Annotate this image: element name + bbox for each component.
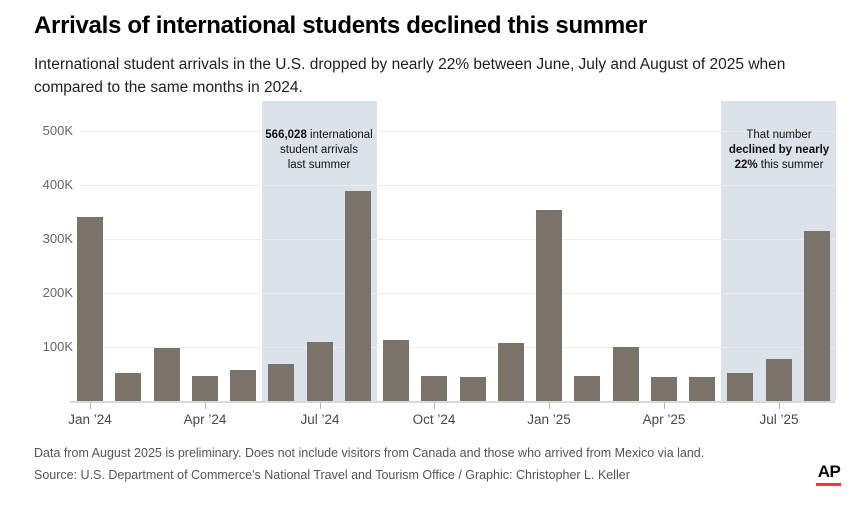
bar-feb-25 xyxy=(574,376,600,401)
bar-feb-24 xyxy=(115,373,141,401)
ap-logo: AP xyxy=(816,462,842,486)
y-axis-label-400K: 400K xyxy=(42,177,73,192)
gridline-100K xyxy=(80,347,835,348)
x-axis-label-18: Jul ’25 xyxy=(759,412,799,427)
subtitle-line-2: compared to the same months in 2024. xyxy=(34,79,303,96)
y-axis-label-500K: 500K xyxy=(42,123,73,138)
bar-dec-24 xyxy=(498,343,524,401)
bar-jun-24 xyxy=(268,364,294,401)
annotation-summer-2024: 566,028 international student arrivals l… xyxy=(254,128,384,173)
x-axis-label-12: Jan ’25 xyxy=(527,412,571,427)
source-credit: Source: U.S. Department of Commerce's Na… xyxy=(34,468,630,482)
bar-aug-25 xyxy=(804,231,830,401)
x-axis-tick-12 xyxy=(549,402,550,409)
x-axis-line xyxy=(70,401,835,403)
subtitle-line-1: International student arrivals in the U.… xyxy=(34,56,786,73)
y-axis-label-100K: 100K xyxy=(42,339,73,354)
bar-jul-25 xyxy=(766,359,792,401)
x-axis-tick-9 xyxy=(434,402,435,409)
bar-jan-24 xyxy=(77,217,103,401)
annotation-summer-2024-line2: student arrivals xyxy=(280,144,358,156)
x-axis-label-9: Oct ’24 xyxy=(412,412,456,427)
y-axis-label-300K: 300K xyxy=(42,231,73,246)
ap-logo-text: AP xyxy=(817,462,841,481)
gridline-400K xyxy=(80,185,835,186)
x-axis-tick-3 xyxy=(205,402,206,409)
bar-apr-24 xyxy=(192,376,218,401)
annotation-summer-2025-line3: 22% this summer xyxy=(734,159,824,171)
x-axis-label-6: Jul ’24 xyxy=(300,412,340,427)
x-axis-label-15: Apr ’25 xyxy=(642,412,686,427)
x-axis-label-3: Apr ’24 xyxy=(183,412,227,427)
bar-apr-25 xyxy=(651,377,677,401)
annotation-summer-2025-line2: declined by nearly xyxy=(728,144,830,156)
x-axis-label-0: Jan ’24 xyxy=(68,412,112,427)
bar-mar-25 xyxy=(613,347,639,401)
bar-jan-25 xyxy=(536,210,562,401)
bar-jun-25 xyxy=(727,373,753,401)
bar-aug-24 xyxy=(345,191,371,401)
data-note: Data from August 2025 is preliminary. Do… xyxy=(34,446,705,460)
annotation-summer-2025-line1: That number xyxy=(746,129,812,141)
y-axis-label-200K: 200K xyxy=(42,285,73,300)
bar-sep-24 xyxy=(383,340,409,401)
bar-may-24 xyxy=(230,370,256,401)
ap-logo-red-bar xyxy=(816,483,841,486)
x-axis-tick-0 xyxy=(90,402,91,409)
x-axis-tick-15 xyxy=(664,402,665,409)
annotation-summer-2025: That number declined by nearly 22% this … xyxy=(714,128,844,173)
bar-may-25 xyxy=(689,377,715,401)
bar-nov-24 xyxy=(460,377,486,401)
bar-jul-24 xyxy=(307,342,333,401)
gridline-200K xyxy=(80,293,835,294)
gridline-300K xyxy=(80,239,835,240)
annotation-summer-2024-line1: 566,028 international xyxy=(265,129,373,141)
chart-subtitle: International student arrivals in the U.… xyxy=(34,53,844,99)
x-axis-tick-18 xyxy=(779,402,780,409)
annotation-summer-2024-line3: last summer xyxy=(287,159,351,171)
bar-oct-24 xyxy=(421,376,447,401)
page-title: Arrivals of international students decli… xyxy=(34,12,647,39)
x-axis-tick-6 xyxy=(320,402,321,409)
gridline-500K xyxy=(80,131,835,132)
bar-mar-24 xyxy=(154,348,180,401)
